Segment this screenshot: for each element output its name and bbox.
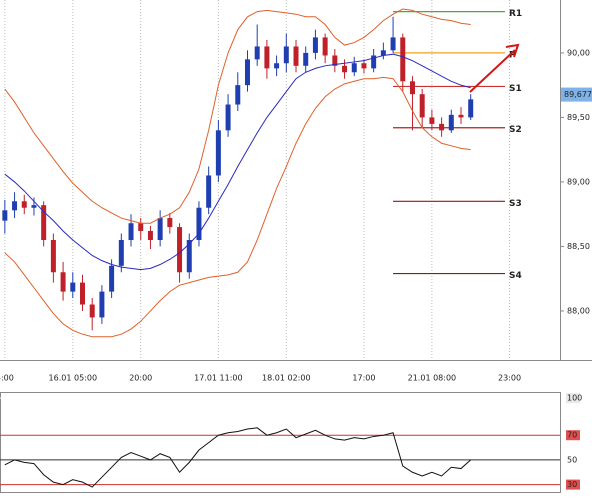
candle-body bbox=[439, 123, 445, 131]
candle-body bbox=[468, 99, 474, 118]
candle-body bbox=[225, 104, 231, 131]
y-tick-label: 70 bbox=[567, 431, 577, 440]
arrow-head bbox=[505, 43, 520, 58]
candle-body bbox=[196, 207, 202, 240]
candle-body bbox=[186, 240, 192, 273]
y-tick-label: 88,00 bbox=[567, 306, 590, 315]
x-tick-label: 4:00 bbox=[0, 374, 14, 383]
candle-body bbox=[109, 265, 115, 292]
candle-body bbox=[147, 230, 153, 240]
candle-body bbox=[312, 37, 318, 53]
candle-body bbox=[419, 94, 425, 118]
last-price-box bbox=[561, 87, 592, 102]
candle-body bbox=[215, 130, 221, 176]
y-tick-label: 90,00 bbox=[567, 48, 590, 57]
candle-body bbox=[390, 37, 396, 51]
candle-body bbox=[458, 114, 464, 118]
candle-body bbox=[274, 63, 280, 69]
x-tick-label: 18.01 02:00 bbox=[262, 374, 311, 383]
candle-body bbox=[342, 65, 348, 73]
arrow-shaft bbox=[469, 49, 516, 93]
indicator-line bbox=[4, 53, 471, 271]
x-tick-label: 20:00 bbox=[129, 374, 152, 383]
x-tick-label: 17.01 11:00 bbox=[194, 374, 243, 383]
candle-body bbox=[70, 282, 76, 292]
candle-body bbox=[380, 50, 386, 56]
y-tick-label: 100 bbox=[567, 394, 582, 403]
candle-body bbox=[79, 282, 85, 305]
candle-body bbox=[89, 304, 95, 318]
y-tick-box bbox=[566, 393, 580, 404]
trend-arrow bbox=[469, 43, 520, 93]
candle-body bbox=[351, 63, 357, 73]
x-tick-label: 16.01 05:00 bbox=[49, 374, 98, 383]
candle-body bbox=[264, 46, 270, 69]
candle-body bbox=[361, 63, 367, 69]
y-tick-label: 50 bbox=[567, 455, 577, 464]
y-tick-label: 30 bbox=[567, 480, 577, 489]
x-tick-label: 21.01 08:00 bbox=[408, 374, 457, 383]
pivot-label: S3 bbox=[509, 199, 522, 209]
pivot-label: S4 bbox=[509, 271, 522, 281]
rsi-panel bbox=[0, 392, 561, 493]
x-tick-label: 23:00 bbox=[498, 374, 521, 383]
candle-body bbox=[21, 201, 27, 208]
y-tick-box bbox=[566, 454, 580, 465]
candle-body bbox=[322, 37, 328, 56]
candle-body bbox=[235, 85, 241, 105]
x-tick-label: 17:00 bbox=[352, 374, 375, 383]
candle-body bbox=[206, 175, 212, 208]
y-tick-box bbox=[566, 479, 580, 490]
y-tick-label: 89,00 bbox=[567, 177, 590, 186]
pivot-label: R1 bbox=[509, 9, 522, 19]
candle-body bbox=[254, 46, 260, 60]
candle-body bbox=[429, 117, 435, 124]
candle-body bbox=[167, 218, 173, 228]
candle-body bbox=[31, 205, 37, 208]
candle-body bbox=[283, 46, 289, 64]
indicator-line bbox=[4, 8, 471, 224]
candle-body bbox=[448, 114, 454, 131]
candle-body bbox=[303, 52, 309, 66]
candle-body bbox=[157, 218, 163, 240]
candle-body bbox=[138, 223, 144, 231]
rsi-line bbox=[4, 427, 472, 488]
candle-body bbox=[99, 291, 105, 318]
indicator-line bbox=[4, 76, 471, 338]
candle-body bbox=[293, 46, 299, 66]
candle-body bbox=[409, 81, 415, 95]
candle-body bbox=[12, 201, 18, 211]
candle-body bbox=[332, 55, 338, 66]
y-tick-label: 89,50 bbox=[567, 113, 590, 122]
y-tick-label: 88,50 bbox=[567, 242, 590, 251]
candle-body bbox=[118, 240, 124, 266]
candle-body bbox=[400, 37, 406, 82]
candle-body bbox=[244, 59, 250, 86]
candle-body bbox=[128, 223, 134, 240]
candle-body bbox=[177, 227, 183, 273]
y-tick-box bbox=[566, 430, 580, 441]
candle-body bbox=[50, 240, 56, 273]
candle-body bbox=[41, 205, 47, 240]
last-price-label: 89,677 bbox=[564, 90, 592, 99]
candle-body bbox=[60, 272, 66, 292]
candle-body bbox=[2, 210, 8, 221]
candle-body bbox=[371, 55, 377, 69]
pivot-label: S2 bbox=[509, 125, 522, 135]
pivot-label: P bbox=[509, 50, 516, 60]
pivot-label: S1 bbox=[509, 84, 522, 94]
